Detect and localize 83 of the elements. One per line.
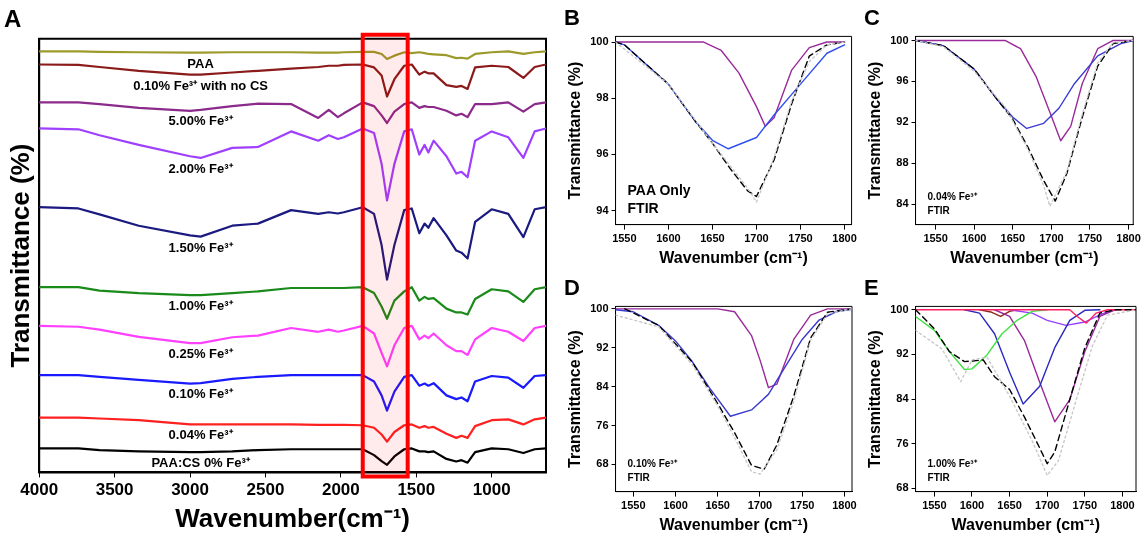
- y-axis-title: Transmittance (%): [566, 330, 584, 468]
- series-label: 0.04% Fe³⁺: [168, 427, 234, 443]
- x-tick-label: 1550: [621, 499, 646, 512]
- chart-title: A: [4, 5, 22, 33]
- x-tick-label: 1000: [472, 480, 511, 500]
- x-tick-label: 1700: [1039, 232, 1064, 245]
- x-tick-label: 1750: [789, 499, 815, 512]
- y-tick-label: 100: [890, 33, 909, 46]
- annotation: FTIR: [927, 472, 951, 484]
- x-tick-label: 2500: [246, 480, 285, 500]
- series-label: 5.00% Fe³⁺: [168, 113, 234, 129]
- series-label: 0.10% Fe³⁺ with no CS: [133, 77, 269, 93]
- x-tick-label: 1700: [747, 499, 773, 512]
- y-tick-label: 100: [890, 302, 909, 315]
- x-tick-label: 1650: [1000, 232, 1026, 245]
- y-tick-label: 68: [896, 481, 909, 494]
- y-tick-label: 100: [590, 35, 609, 48]
- x-tick-label: 1600: [961, 232, 987, 245]
- series-label: 0.25% Fe³⁺: [168, 346, 234, 362]
- x-tick-label: 1650: [700, 232, 725, 245]
- x-tick-label: 1600: [663, 499, 688, 512]
- series-label: 2.00% Fe³⁺: [168, 161, 234, 177]
- y-tick-label: 84: [596, 379, 610, 392]
- x-tick-label: 1550: [612, 232, 637, 245]
- chart-title: D: [564, 275, 580, 301]
- y-axis-title: Transmittance (%): [866, 330, 884, 468]
- x-axis-title: Wavenumber (cm⁻¹): [950, 248, 1099, 266]
- y-tick-label: 92: [896, 115, 909, 128]
- annotation: 0.10% Fe³⁺: [627, 458, 678, 470]
- x-tick-label: 4000: [20, 480, 59, 500]
- annotation: 0.04% Fe³⁺: [927, 191, 978, 203]
- x-tick-label: 1500: [397, 480, 436, 500]
- x-tick-label: 2000: [321, 480, 360, 500]
- y-tick-label: 96: [896, 74, 909, 87]
- x-axis-title: Wavenumber (cm⁻¹): [951, 515, 1100, 533]
- y-tick-label: 92: [596, 340, 609, 353]
- y-tick-label: 88: [896, 156, 909, 169]
- y-tick-label: 76: [896, 436, 909, 449]
- annotation: PAA Only: [627, 182, 691, 199]
- x-tick-label: 1800: [832, 499, 857, 512]
- y-tick-label: 92: [896, 347, 909, 360]
- x-tick-label: 1750: [1077, 232, 1103, 245]
- y-tick-label: 68: [596, 457, 609, 470]
- x-tick-label: 1650: [997, 499, 1022, 512]
- series-label: PAA: [187, 55, 215, 71]
- x-tick-label: 1800: [832, 232, 857, 245]
- y-tick-label: 100: [590, 301, 609, 314]
- x-tick-label: 1650: [705, 499, 730, 512]
- y-axis-title: Transmittance (%): [4, 143, 35, 368]
- chart-title: C: [864, 5, 880, 31]
- x-tick-label: 1800: [1116, 232, 1141, 245]
- series-label: 1.50% Fe³⁺: [168, 239, 234, 255]
- annotation: 1.00% Fe³⁺: [927, 458, 978, 470]
- x-tick-label: 1750: [788, 232, 813, 245]
- annotation: FTIR: [627, 472, 651, 484]
- x-tick-label: 3500: [95, 480, 134, 500]
- y-tick-label: 84: [896, 392, 910, 405]
- x-tick-label: 1550: [923, 232, 948, 245]
- series-label: 0.10% Fe³⁺: [168, 386, 234, 402]
- y-tick-label: 96: [596, 147, 609, 160]
- y-tick-label: 84: [896, 197, 910, 210]
- x-tick-label: 1550: [922, 499, 947, 512]
- x-tick-label: 3000: [171, 480, 209, 500]
- y-tick-label: 76: [596, 418, 609, 431]
- annotation: FTIR: [927, 205, 951, 217]
- x-tick-label: 1600: [656, 232, 681, 245]
- x-tick-label: 1700: [1034, 499, 1060, 512]
- y-tick-label: 98: [596, 91, 609, 104]
- x-tick-label: 1700: [744, 232, 769, 245]
- x-axis-title: Wavenumber (cm⁻¹): [659, 515, 808, 533]
- y-axis-title: Transmittance (%): [566, 61, 584, 200]
- series-label: 1.00% Fe³⁺: [168, 298, 234, 314]
- chart-title: E: [864, 275, 879, 301]
- x-tick-label: 1750: [1072, 499, 1098, 512]
- annotation: FTIR: [627, 200, 659, 217]
- x-axis-title: Wavenumber (cm⁻¹): [659, 248, 808, 266]
- series-label: PAA:CS 0% Fe³⁺: [151, 455, 251, 471]
- chart-title: B: [564, 5, 580, 31]
- x-tick-label: 1600: [959, 499, 985, 512]
- y-tick-label: 94: [596, 203, 610, 216]
- x-axis-title: Wavenumber(cm⁻¹): [175, 502, 411, 533]
- x-tick-label: 1800: [1110, 499, 1135, 512]
- y-axis-title: Transmittance (%): [866, 61, 884, 200]
